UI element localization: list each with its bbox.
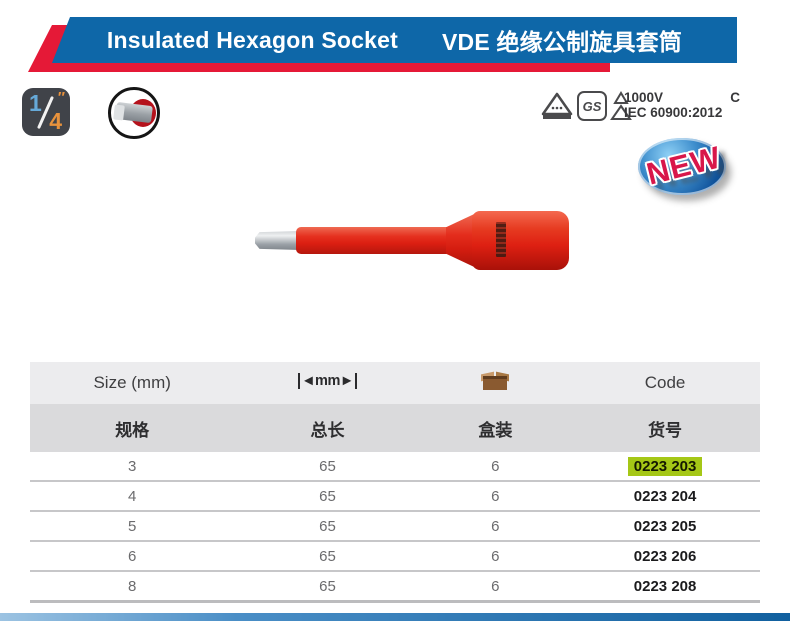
- page-title-english: Insulated Hexagon Socket: [106, 26, 398, 53]
- code-value: 0223 205: [633, 517, 697, 535]
- socket-profile-icon: [108, 87, 160, 139]
- length-icon-left-bar: [297, 372, 301, 389]
- column-header-size: Size (mm): [93, 373, 171, 392]
- column-header-code-zh: 货号: [648, 420, 683, 440]
- product-image: [253, 202, 569, 278]
- standard-number: IEC 60900:2012: [624, 105, 723, 120]
- shaft-taper: [446, 214, 474, 267]
- carton-box-icon: [481, 371, 510, 390]
- size-value: 6: [128, 547, 137, 565]
- code-value: 0223 203: [570, 456, 760, 476]
- drive-size-denominator: 4: [49, 108, 62, 134]
- size-value: 8: [128, 577, 137, 595]
- column-header-pack: [421, 371, 571, 395]
- code-value: 0223 204: [633, 487, 697, 505]
- table-row: 6 65 6 0223 206: [30, 542, 760, 572]
- table-row: 4 65 6 0223 204: [30, 482, 760, 512]
- gs-mark-icon: GS: [577, 91, 607, 121]
- length-dimension-icon: ◄mm►: [297, 372, 358, 389]
- drive-size-numerator: 1: [29, 90, 42, 116]
- page-title-chinese: VDE 绝缘公制旋具套筒: [442, 29, 683, 55]
- vde-triangle-icon: [541, 92, 573, 119]
- insulated-shaft: [296, 227, 448, 254]
- specification-table: Size (mm) ◄mm► Code 规格 总长 盒装 货号 3 65 6 0…: [30, 362, 760, 603]
- certification-icons: GS: [540, 91, 632, 121]
- certification-text: 1000V C IEC 60900:2012: [624, 90, 740, 120]
- drive-size-badge: 1 ″ 4: [22, 88, 70, 136]
- column-header-length-zh: 总长: [310, 420, 345, 440]
- length-value: 65: [319, 547, 336, 565]
- size-value: 4: [128, 487, 137, 505]
- hex-bit-face: [113, 104, 125, 121]
- pack-value: 6: [491, 487, 500, 505]
- length-value: 65: [319, 517, 336, 535]
- pack-value: 6: [491, 457, 500, 475]
- column-header-pack-zh: 盒装: [478, 420, 513, 440]
- length-value: 65: [319, 577, 336, 595]
- page-title: Insulated Hexagon Socket VDE 绝缘公制旋具套筒: [52, 17, 737, 63]
- new-badge-globe-icon: [638, 138, 726, 195]
- table-row: 3 65 6 0223 203: [30, 452, 760, 482]
- pack-value: 6: [491, 577, 500, 595]
- length-value: 65: [319, 487, 336, 505]
- gs-mark-label: GS: [582, 98, 602, 114]
- socket-etched-marking: [496, 222, 506, 257]
- drive-size-inch-mark: ″: [57, 89, 65, 106]
- hex-bit-tip: [255, 231, 300, 250]
- column-header-length: ◄mm►: [234, 372, 420, 394]
- pack-value: 6: [491, 547, 500, 565]
- new-product-badge: NEW: [636, 136, 732, 200]
- column-header-size-zh: 规格: [115, 420, 150, 440]
- socket-body: [472, 211, 569, 270]
- voltage-rating: 1000V: [624, 90, 664, 105]
- column-header-code: Code: [644, 373, 686, 392]
- table-header-row-en: Size (mm) ◄mm► Code: [30, 362, 760, 404]
- size-value: 3: [128, 457, 137, 475]
- table-row: 8 65 6 0223 208: [30, 572, 760, 603]
- footer-accent-bar: [0, 613, 790, 621]
- code-value: 0223 206: [633, 547, 697, 565]
- class-letter: C: [730, 90, 740, 105]
- size-value: 5: [128, 517, 137, 535]
- code-value: 0223 208: [633, 577, 697, 595]
- table-row: 5 65 6 0223 205: [30, 512, 760, 542]
- box-body: [483, 375, 508, 390]
- table-header-row-zh: 规格 总长 盒装 货号: [30, 404, 760, 452]
- length-icon-text: ◄mm►: [301, 372, 354, 389]
- highlighted-code: 0223 203: [627, 456, 703, 476]
- pack-value: 6: [491, 517, 500, 535]
- length-value: 65: [319, 457, 336, 475]
- double-insulation-icon: [610, 91, 632, 120]
- length-icon-right-bar: [354, 372, 358, 389]
